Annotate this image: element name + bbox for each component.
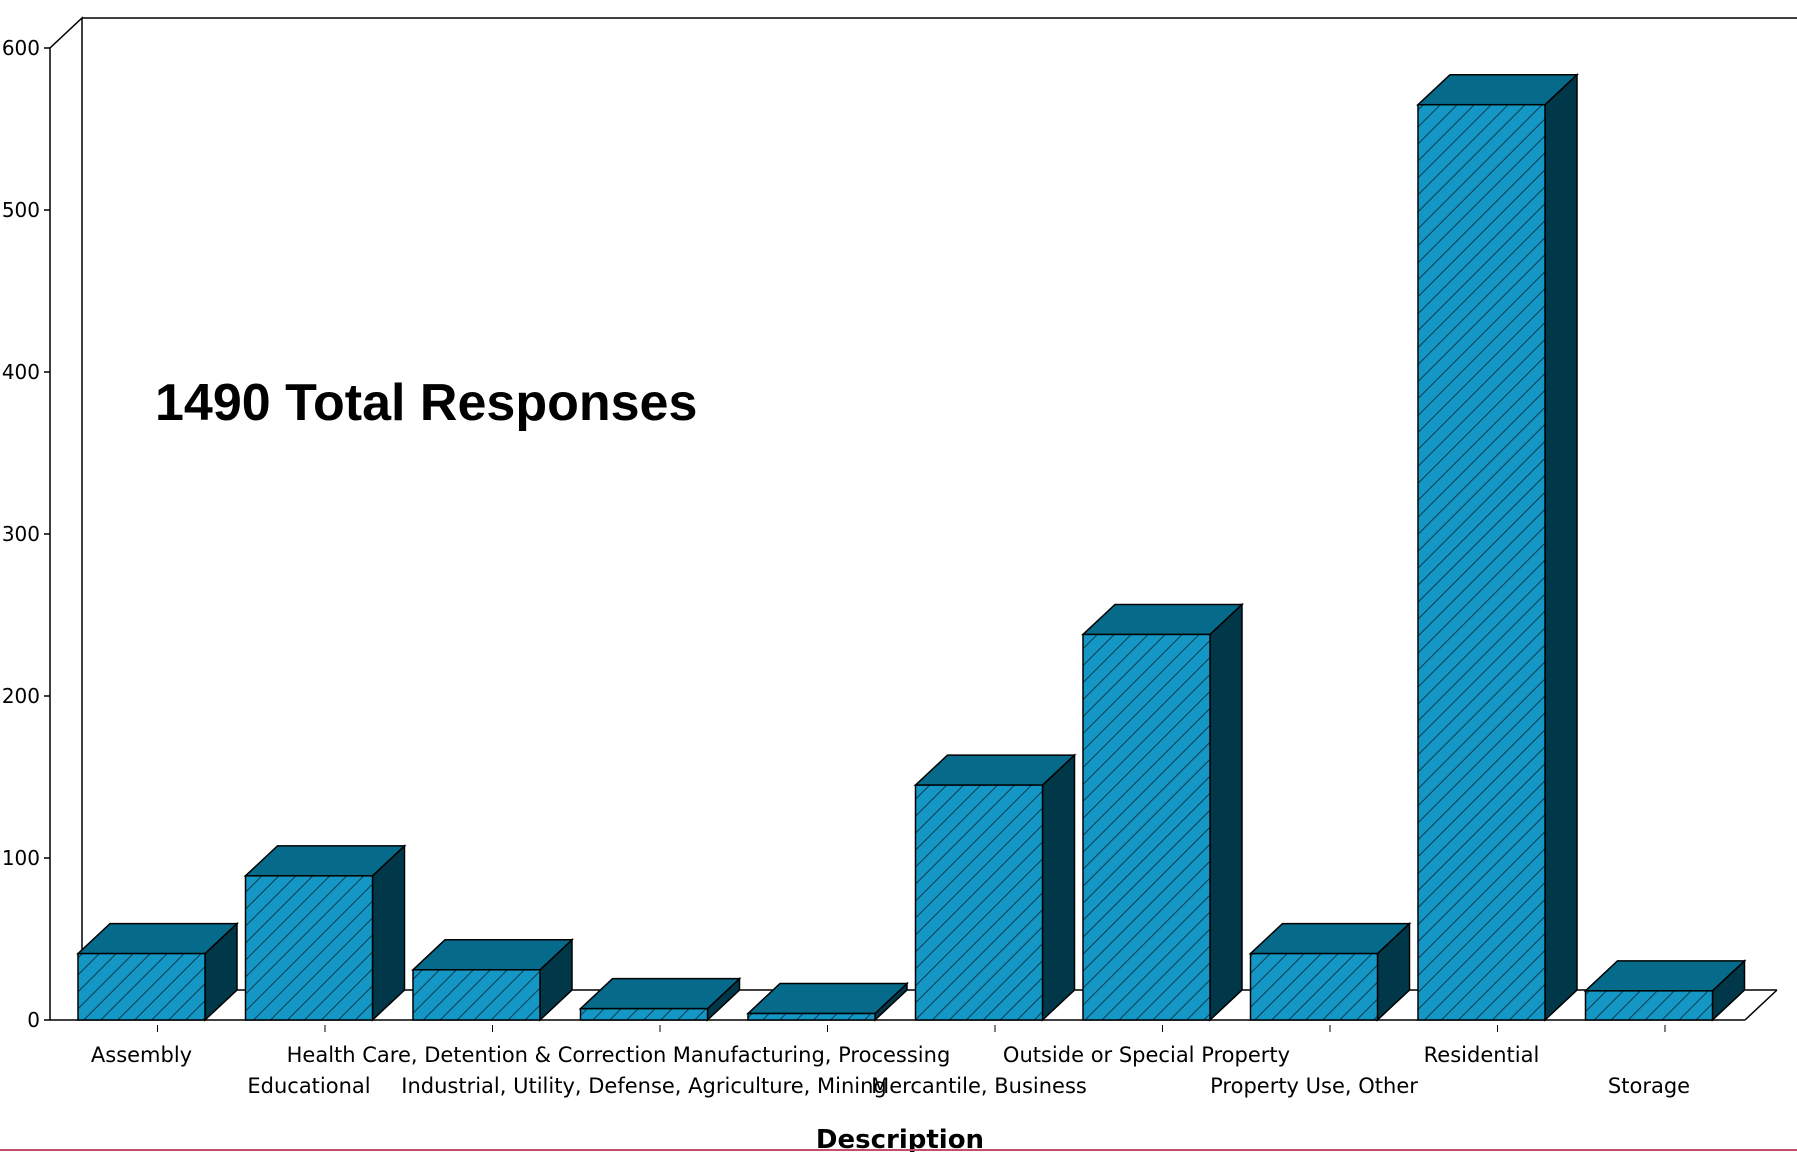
floor-right-edge [1744, 989, 1778, 1021]
bar-front [579, 1007, 709, 1021]
bar-health-care-detention-correction [411, 938, 574, 1022]
x-tick-label: Property Use, Other [1210, 1074, 1418, 1098]
bar-mercantile-business [913, 753, 1077, 1022]
y-tick-label: 400 [2, 360, 40, 384]
bar-manufacturing-processing [746, 981, 909, 1022]
x-tick-label: Educational [247, 1074, 370, 1098]
y-tick-label: 300 [2, 522, 40, 546]
bar-outside-or-special-property [1081, 602, 1244, 1022]
bar-front [1082, 633, 1211, 1021]
y-tick-label: 0 [27, 1008, 40, 1032]
bar-assembly [76, 921, 239, 1022]
y-axis: 0 100 200 300 400 500 600 [2, 36, 50, 1032]
y-tick-label: 100 [2, 846, 40, 870]
bar-property-use-other [1248, 921, 1412, 1022]
back-wall-left [49, 16, 83, 1020]
bar-front [244, 875, 374, 1021]
bar-front [914, 784, 1044, 1021]
y-tick-label: 500 [2, 198, 40, 222]
y-tick-label: 600 [2, 36, 40, 60]
bar-educational [243, 844, 407, 1022]
y-tick-label: 200 [2, 684, 40, 708]
x-tick-label: Manufacturing, Processing [673, 1043, 951, 1067]
x-tick-label: Assembly [91, 1043, 192, 1067]
chart-annotation: 1490 Total Responses [155, 374, 697, 432]
x-tick-label: Storage [1608, 1074, 1690, 1098]
bar-front [1584, 990, 1714, 1021]
x-tick-label: Residential [1424, 1043, 1540, 1067]
bar-front [77, 952, 206, 1021]
bar-residential [1416, 72, 1579, 1022]
x-axis-title: Description [816, 1125, 984, 1152]
x-tick-label: Industrial, Utility, Defense, Agricultur… [401, 1074, 886, 1098]
bar-industrial-utility-defense-agriculture-mining [578, 976, 742, 1022]
bar-side [1544, 72, 1578, 1022]
x-tick-label: Mercantile, Business [871, 1074, 1087, 1098]
bar-front [1249, 952, 1379, 1021]
bar-front [1417, 103, 1546, 1021]
bar-storage [1583, 959, 1747, 1022]
x-tick-label: Health Care, Detention & Correction [287, 1043, 667, 1067]
bars [76, 72, 1747, 1022]
x-axis: Assembly Educational Health Care, Detentio… [91, 1025, 1690, 1098]
bar-front [412, 969, 541, 1021]
bar-front [747, 1012, 876, 1021]
bar-side [1041, 753, 1076, 1022]
x-tick-label: Outside or Special Property [1003, 1043, 1290, 1067]
bar-side [1209, 602, 1243, 1022]
